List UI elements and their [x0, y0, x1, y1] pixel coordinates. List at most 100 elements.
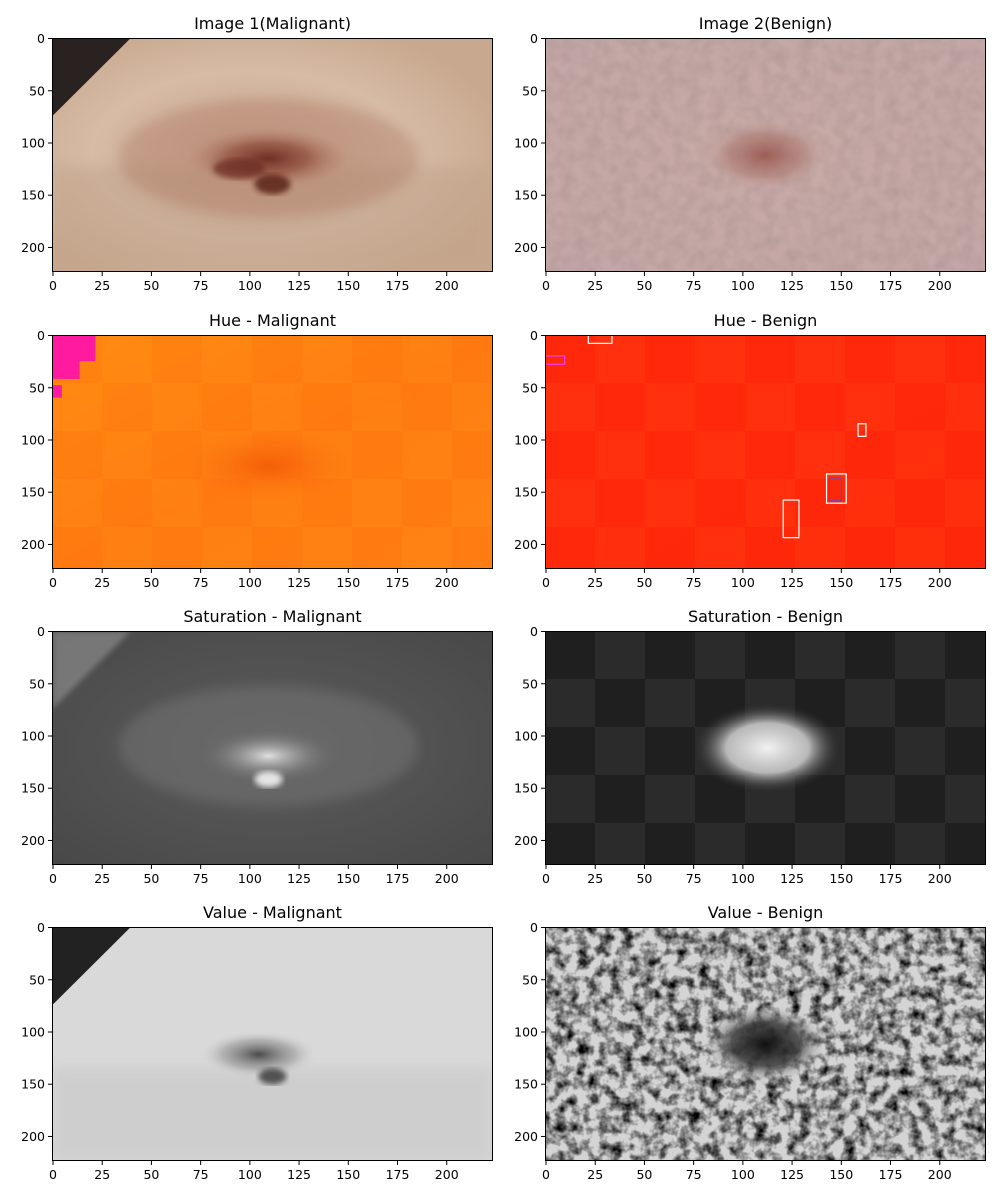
x-tick-label: 175: [386, 1167, 410, 1182]
y-tick-label: 150: [514, 1077, 538, 1092]
panel-saturation-malignant: Saturation - Malignant 0 25 50 75 100 125 150 17…: [21, 607, 493, 886]
y-tick-label: 0: [37, 624, 45, 639]
x-tick-label: 25: [94, 575, 110, 590]
panel-hue-malignant: Hue - Malignant 0 25 50 75 100 125 150 175 200 0 50…: [21, 311, 493, 590]
panel-hue-benign: Hue - Benign 0 25 50 75 100 125 150 175 200 0 50 100…: [514, 311, 986, 590]
y-tick-label: 50: [522, 676, 538, 691]
x-tick-label: 175: [879, 278, 903, 293]
panel-title: Image 1(Malignant): [194, 14, 351, 33]
x-tick-label: 75: [193, 871, 209, 886]
x-tick-label: 50: [143, 278, 159, 293]
panel-title: Value - Benign: [708, 903, 824, 922]
y-tick-label: 200: [514, 833, 538, 848]
x-tick-label: 50: [143, 871, 159, 886]
x-tick-label: 75: [686, 871, 702, 886]
y-tick-label: 50: [29, 972, 45, 987]
x-tick-label: 125: [287, 278, 311, 293]
panel-title: Image 2(Benign): [699, 14, 833, 33]
y-tick-label: 150: [514, 485, 538, 500]
y-tick-label: 100: [514, 135, 538, 150]
x-tick-label: 150: [336, 1167, 360, 1182]
x-tick-label: 150: [336, 575, 360, 590]
panel-value-benign: Value - Benign 0 25 50 75 100 125 150 175 200 0 50 1…: [514, 903, 986, 1182]
y-tick-label: 150: [21, 188, 45, 203]
panel-title: Hue - Malignant: [209, 311, 336, 330]
panel-image-saturation-malignant: [52, 631, 493, 865]
x-tick-label: 25: [587, 278, 603, 293]
y-tick-label: 0: [530, 328, 538, 343]
y-tick-label: 0: [37, 31, 45, 46]
y-tick-label: 100: [21, 432, 45, 447]
x-tick-label: 100: [731, 871, 755, 886]
panel-image-saturation-benign: [545, 631, 986, 865]
y-tick-label: 100: [21, 1024, 45, 1039]
axes-frame: [52, 927, 493, 1161]
x-tick-label: 125: [287, 1167, 311, 1182]
panel-saturation-benign: Saturation - Benign 0 25 50 75 100 125 150 175 20…: [514, 607, 986, 886]
panel-image-hue-malignant: [52, 335, 493, 569]
x-tick-label: 0: [542, 871, 550, 886]
x-tick-label: 150: [336, 278, 360, 293]
x-tick-label: 200: [928, 278, 952, 293]
y-tick-label: 150: [21, 485, 45, 500]
y-tick-label: 200: [21, 240, 45, 255]
x-tick-label: 25: [587, 871, 603, 886]
x-tick-label: 25: [94, 1167, 110, 1182]
x-tick-label: 100: [731, 1167, 755, 1182]
y-tick-label: 100: [514, 1024, 538, 1039]
x-tick-label: 75: [193, 575, 209, 590]
panel-image-value-benign: [545, 927, 986, 1161]
x-tick-label: 175: [386, 278, 410, 293]
axes-frame: [545, 335, 986, 569]
y-tick-label: 200: [21, 537, 45, 552]
y-tick-label: 50: [522, 380, 538, 395]
x-tick-label: 100: [238, 1167, 262, 1182]
x-tick-label: 50: [636, 1167, 652, 1182]
x-tick-label: 200: [928, 1167, 952, 1182]
x-tick-label: 150: [829, 278, 853, 293]
y-tick-label: 200: [514, 1129, 538, 1144]
x-tick-label: 100: [731, 575, 755, 590]
x-tick-label: 75: [686, 1167, 702, 1182]
y-tick-label: 50: [29, 676, 45, 691]
panel-rgb-benign: Image 2(Benign) 0 25 50 75 100 125 150 175 200 0 50…: [514, 14, 986, 293]
y-tick-label: 0: [530, 31, 538, 46]
x-tick-label: 0: [49, 1167, 57, 1182]
x-tick-label: 50: [143, 1167, 159, 1182]
y-tick-label: 200: [21, 1129, 45, 1144]
panel-rgb-malignant: Image 1(Malignant) 0 25 50 75 100 125 150 175 200…: [21, 14, 493, 293]
panel-image-rgb-malignant: [52, 38, 493, 272]
x-tick-label: 125: [287, 871, 311, 886]
panel-image-rgb-benign: [545, 38, 986, 272]
x-tick-label: 200: [435, 871, 459, 886]
x-tick-label: 200: [928, 871, 952, 886]
panel-title: Hue - Benign: [714, 311, 818, 330]
x-tick-label: 75: [686, 575, 702, 590]
y-tick-label: 50: [522, 83, 538, 98]
x-tick-label: 125: [287, 575, 311, 590]
y-tick-label: 200: [21, 833, 45, 848]
x-tick-label: 175: [879, 1167, 903, 1182]
y-tick-label: 150: [21, 1077, 45, 1092]
x-tick-label: 175: [386, 575, 410, 590]
x-tick-label: 50: [636, 278, 652, 293]
x-tick-label: 125: [780, 575, 804, 590]
x-tick-label: 25: [94, 871, 110, 886]
x-tick-label: 0: [542, 1167, 550, 1182]
axes-frame: [52, 38, 493, 272]
x-tick-label: 25: [587, 1167, 603, 1182]
y-tick-label: 200: [514, 537, 538, 552]
x-tick-label: 175: [386, 871, 410, 886]
x-tick-label: 50: [143, 575, 159, 590]
y-tick-label: 0: [530, 920, 538, 935]
x-tick-label: 25: [94, 278, 110, 293]
x-tick-label: 150: [829, 1167, 853, 1182]
x-tick-label: 75: [193, 278, 209, 293]
x-tick-label: 0: [542, 278, 550, 293]
x-tick-label: 200: [435, 278, 459, 293]
axes-frame: [545, 631, 986, 865]
x-tick-label: 175: [879, 871, 903, 886]
y-tick-label: 100: [514, 432, 538, 447]
x-tick-label: 0: [49, 871, 57, 886]
